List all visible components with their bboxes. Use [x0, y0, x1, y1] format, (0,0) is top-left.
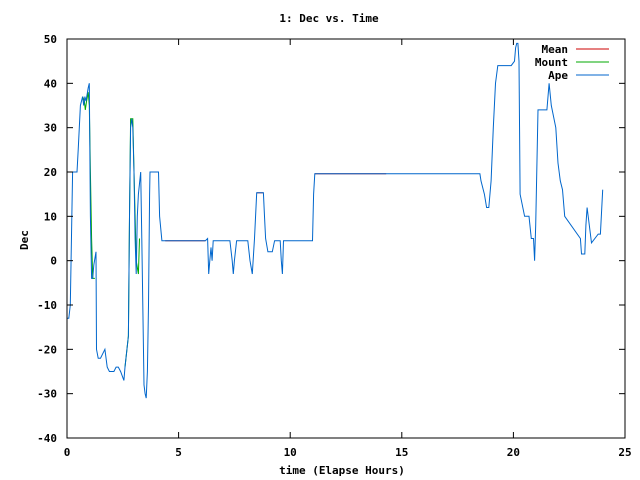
- y-tick-label: 30: [44, 122, 57, 135]
- x-axis-label: time (Elapse Hours): [279, 464, 405, 477]
- y-tick-label: -40: [37, 432, 57, 445]
- y-tick-label: 10: [44, 210, 57, 223]
- plot-area-frame: [66, 38, 626, 439]
- y-axis: -40 -30 -20 -10 0 10 20 30 40 50: [37, 33, 625, 445]
- series-line-mount: [82, 92, 95, 279]
- legend-label-mean: Mean: [542, 43, 569, 56]
- x-tick-label: 15: [395, 446, 408, 459]
- series-layer: [67, 42, 604, 399]
- x-tick-label: 10: [284, 446, 297, 459]
- y-tick-label: 40: [44, 77, 57, 90]
- legend-label-mount: Mount: [535, 56, 568, 69]
- y-tick-label: 20: [44, 166, 57, 179]
- y-axis-label: Dec: [18, 230, 31, 250]
- series-line-ape: [67, 42, 604, 399]
- x-tick-label: 20: [507, 446, 520, 459]
- x-tick-label: 25: [618, 446, 631, 459]
- chart-title: 1: Dec vs. Time: [279, 12, 379, 25]
- x-tick-label: 5: [175, 446, 182, 459]
- y-tick-label: -20: [37, 343, 57, 356]
- x-axis: 0 5 10 15 20 25: [64, 39, 632, 459]
- legend-label-ape: Ape: [548, 69, 568, 82]
- y-tick-label: 0: [50, 255, 57, 268]
- y-tick-label: 50: [44, 33, 57, 46]
- x-tick-label: 0: [64, 446, 71, 459]
- y-tick-label: -30: [37, 388, 57, 401]
- y-tick-label: -10: [37, 299, 57, 312]
